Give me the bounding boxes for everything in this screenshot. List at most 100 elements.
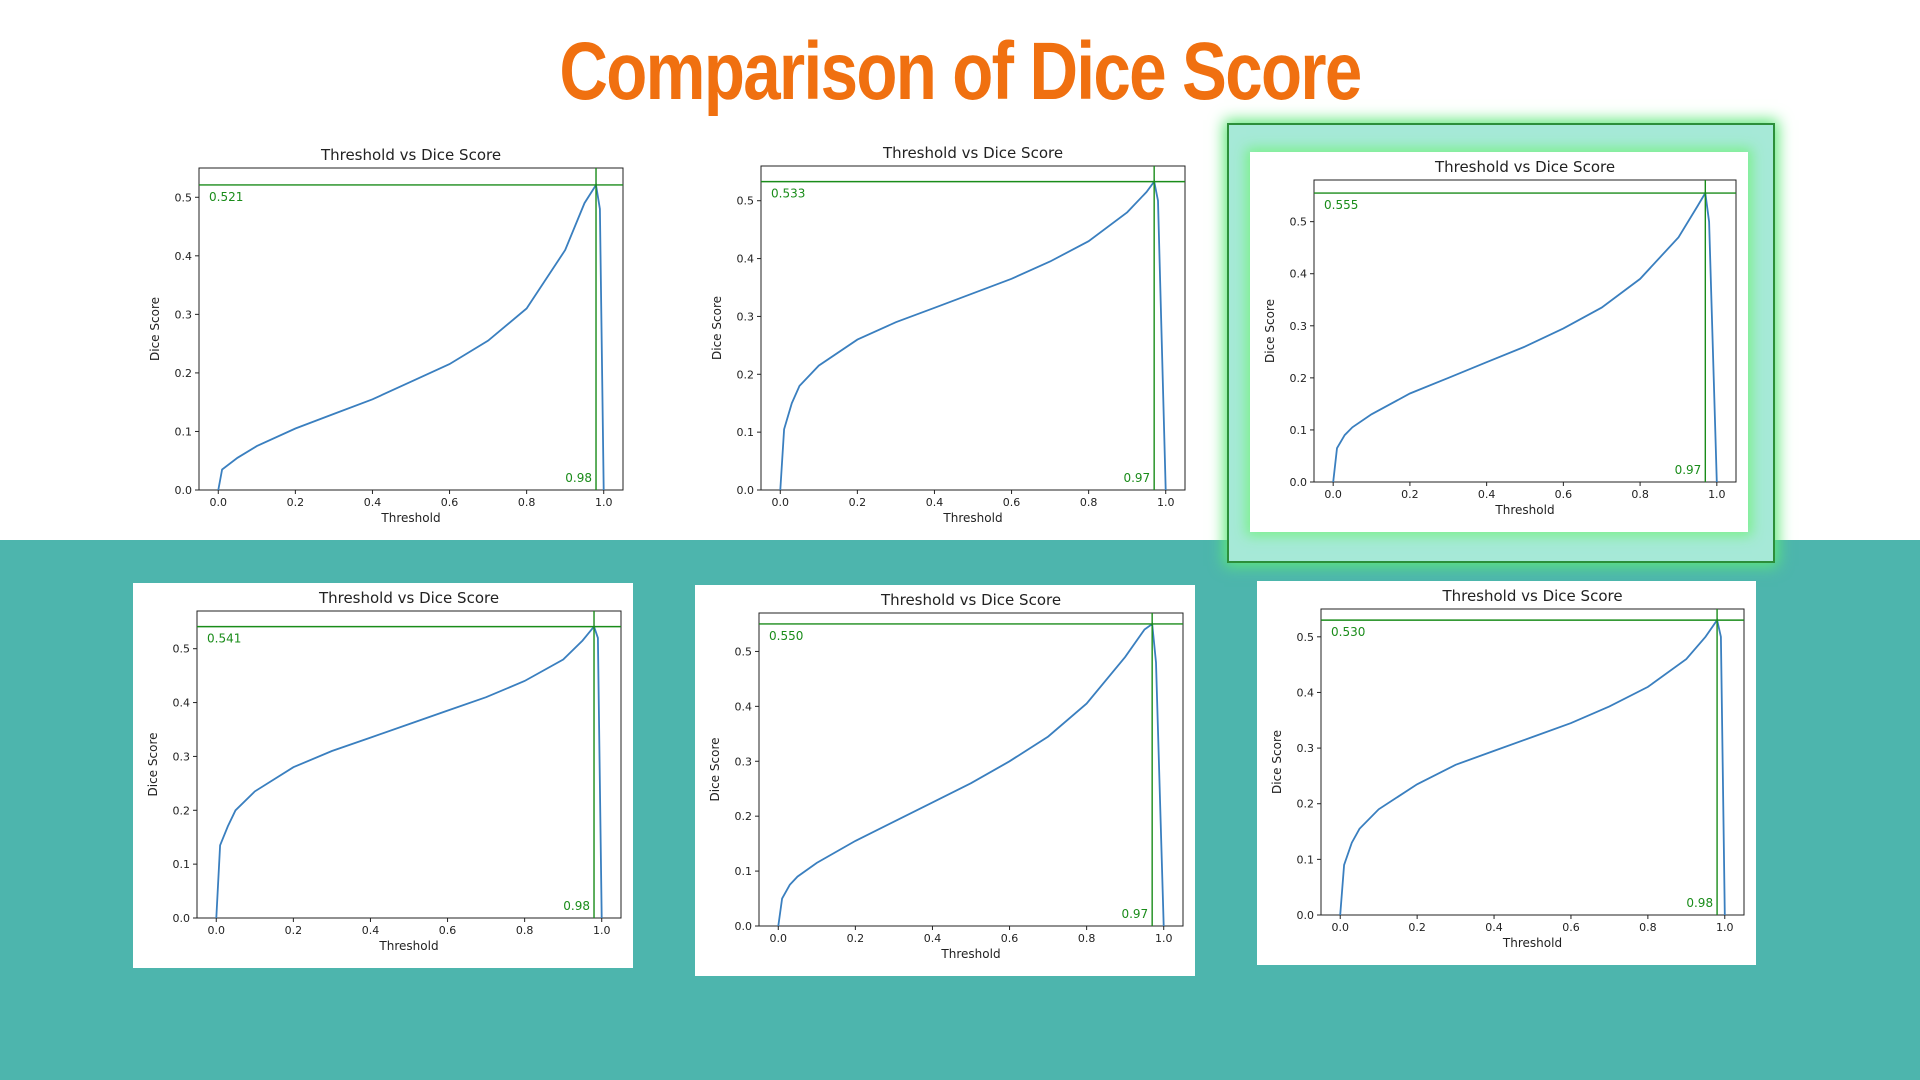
chart-5: Threshold vs Dice Score 0.0 0.2 0.4 0.6 0.8 1.… (708, 591, 1184, 961)
plot-frame (1313, 179, 1737, 483)
y-tick-label: 0.4 (735, 700, 753, 713)
y-tick-label: 0.3 (173, 750, 191, 763)
y-axis-label: Dice Score (146, 733, 160, 797)
plot-frame (198, 167, 624, 491)
y-axis-label: Dice Score (148, 297, 162, 361)
best-threshold-annotation: 0.98 (1686, 896, 1713, 910)
plot-frame (1320, 608, 1745, 916)
x-tick-label: 1.0 (1157, 496, 1175, 509)
slide-title: Comparison of Dice Score (559, 26, 1362, 117)
x-tick-label: 1.0 (1708, 488, 1726, 501)
best-score-annotation: 0.521 (209, 190, 243, 204)
best-threshold-annotation: 0.98 (565, 471, 592, 485)
x-tick-label: 0.6 (1562, 921, 1580, 934)
chart-card-5: Threshold vs Dice Score 0.0 0.2 0.4 0.6 0.8 1.… (695, 585, 1195, 976)
y-tick-label: 0.0 (1297, 909, 1315, 922)
y-axis-label: Dice Score (710, 296, 724, 360)
y-tick-label: 0.0 (737, 484, 755, 497)
chart-card-1: Threshold vs Dice Score 0.0 0.2 0.4 0.6 0.8 1.… (135, 140, 635, 540)
x-tick-label: 0.8 (518, 496, 536, 509)
x-tick-label: 0.8 (1078, 932, 1096, 945)
dice-score-line (1332, 190, 1718, 483)
y-tick-label: 0.2 (1290, 372, 1308, 385)
y-tick-label: 0.2 (737, 368, 755, 381)
x-tick-label: 0.4 (1485, 921, 1503, 934)
x-tick-label: 0.4 (364, 496, 382, 509)
y-tick-label: 0.0 (173, 912, 191, 925)
x-tick-label: 1.0 (1716, 921, 1734, 934)
y-tick-label: 0.3 (735, 755, 753, 768)
y-axis-label: Dice Score (708, 738, 722, 802)
y-tick-label: 0.4 (1297, 686, 1315, 699)
best-score-annotation: 0.541 (207, 632, 241, 646)
x-axis-label: Threshold (378, 939, 438, 953)
x-tick-label: 1.0 (593, 924, 611, 937)
y-tick-label: 0.4 (737, 253, 755, 266)
x-tick-label: 0.4 (362, 924, 380, 937)
y-tick-label: 0.3 (175, 308, 193, 321)
best-threshold-annotation: 0.98 (563, 899, 590, 913)
y-tick-label: 0.3 (1297, 742, 1315, 755)
dice-score-line (217, 182, 605, 491)
plot-frame (758, 612, 1184, 927)
best-score-annotation: 0.530 (1331, 625, 1365, 639)
y-tick-label: 0.4 (173, 697, 191, 710)
x-tick-label: 0.6 (441, 496, 459, 509)
x-axis-label: Threshold (1494, 503, 1554, 517)
y-axis-label: Dice Score (1263, 299, 1277, 363)
x-tick-label: 0.4 (926, 496, 944, 509)
chart-title: Threshold vs Dice Score (880, 591, 1061, 609)
x-tick-label: 0.2 (849, 496, 867, 509)
chart-title: Threshold vs Dice Score (1434, 158, 1615, 176)
y-tick-label: 0.5 (173, 643, 191, 656)
chart-card-2: Threshold vs Dice Score 0.0 0.2 0.4 0.6 0.8 1.… (697, 138, 1197, 540)
plot-frame (196, 610, 622, 919)
y-tick-label: 0.0 (1290, 476, 1308, 489)
chart-3: Threshold vs Dice Score 0.0 0.2 0.4 0.6 0.8 1.… (1263, 158, 1737, 517)
y-tick-label: 0.1 (1290, 424, 1308, 437)
best-threshold-annotation: 0.97 (1675, 463, 1702, 477)
x-tick-label: 0.8 (1631, 488, 1649, 501)
y-tick-label: 0.5 (735, 645, 753, 658)
dice-score-line (777, 622, 1165, 927)
y-tick-label: 0.0 (735, 920, 753, 933)
x-tick-label: 0.6 (439, 924, 457, 937)
x-tick-label: 0.0 (210, 496, 228, 509)
y-tick-label: 0.0 (175, 484, 193, 497)
y-tick-label: 0.3 (1290, 320, 1308, 333)
x-tick-label: 0.8 (516, 924, 534, 937)
y-tick-label: 0.2 (173, 804, 191, 817)
best-score-annotation: 0.533 (771, 187, 805, 201)
x-axis-label: Threshold (1502, 936, 1562, 950)
x-axis-label: Threshold (942, 511, 1002, 525)
y-tick-label: 0.4 (175, 250, 193, 263)
x-axis-label: Threshold (940, 947, 1000, 961)
x-tick-label: 1.0 (595, 496, 613, 509)
y-tick-label: 0.2 (175, 367, 193, 380)
x-tick-label: 0.8 (1080, 496, 1098, 509)
chart-title: Threshold vs Dice Score (1441, 587, 1622, 605)
x-tick-label: 0.2 (285, 924, 303, 937)
chart-1: Threshold vs Dice Score 0.0 0.2 0.4 0.6 0.8 1.… (148, 146, 624, 525)
x-tick-label: 0.2 (1408, 921, 1426, 934)
chart-6: Threshold vs Dice Score 0.0 0.2 0.4 0.6 0.8 1.… (1270, 587, 1745, 950)
y-tick-label: 0.3 (737, 310, 755, 323)
y-tick-label: 0.1 (1297, 853, 1315, 866)
y-tick-label: 0.2 (735, 810, 753, 823)
y-tick-label: 0.1 (175, 425, 193, 438)
x-tick-label: 0.2 (1401, 488, 1419, 501)
x-tick-label: 0.0 (772, 496, 790, 509)
chart-title: Threshold vs Dice Score (318, 589, 499, 607)
y-tick-label: 0.5 (1297, 631, 1315, 644)
y-tick-label: 0.5 (175, 191, 193, 204)
y-tick-label: 0.2 (1297, 798, 1315, 811)
x-tick-label: 0.4 (924, 932, 942, 945)
x-tick-label: 0.8 (1639, 921, 1657, 934)
chart-card-4: Threshold vs Dice Score 0.0 0.2 0.4 0.6 0.8 1.… (133, 583, 633, 968)
best-threshold-annotation: 0.97 (1121, 907, 1148, 921)
dice-score-line (1339, 617, 1726, 916)
y-tick-label: 0.1 (737, 426, 755, 439)
best-score-annotation: 0.550 (769, 629, 803, 643)
chart-card-6: Threshold vs Dice Score 0.0 0.2 0.4 0.6 0.8 1.… (1257, 581, 1756, 965)
x-tick-label: 0.2 (847, 932, 865, 945)
